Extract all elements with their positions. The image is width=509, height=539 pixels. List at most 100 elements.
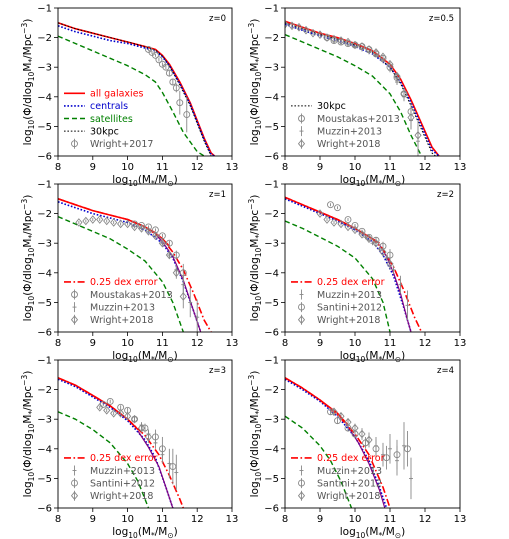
data-point: [89, 215, 97, 224]
series-line: [285, 378, 388, 508]
data-point: [388, 446, 392, 451]
data-point: [393, 451, 401, 459]
x-tick-label: 12: [191, 338, 204, 349]
data-point: [365, 45, 373, 54]
x-tick-label: 12: [419, 514, 432, 525]
data-point: [103, 406, 111, 415]
ylabel-part: /Mpc: [22, 210, 34, 235]
ylabel-part: ): [22, 371, 34, 375]
legend-label: Wright+2017: [90, 139, 153, 150]
data-point: [334, 204, 341, 212]
xlabel-part: log: [112, 526, 128, 538]
data-point: [172, 268, 180, 278]
x-tick-label: 10: [121, 162, 134, 173]
legend-marker: [297, 491, 306, 501]
y-tick-label: −5: [264, 474, 279, 485]
legend-marker: [298, 303, 305, 311]
data-point: [167, 461, 172, 466]
ylabel-part: ): [22, 195, 34, 199]
data-point: [165, 239, 173, 247]
x-tick-label: 13: [454, 338, 467, 349]
x-tick-label: 12: [191, 162, 204, 173]
y-tick-label: −6: [264, 328, 279, 339]
legend-label: 30kpc: [317, 101, 346, 112]
data-point: [103, 216, 111, 226]
y-tick-label: −3: [37, 63, 52, 74]
ylabel-part: 10: [27, 296, 36, 306]
y-tick-label: −2: [264, 33, 279, 44]
x-tick-label: 9: [317, 338, 323, 349]
xlabel-part: ⊙: [167, 355, 173, 364]
data-point: [365, 435, 373, 445]
ylabel-part: *: [27, 235, 36, 239]
data-point: [117, 219, 125, 229]
ylabel-part: /Mpc: [22, 386, 34, 411]
data-point: [144, 432, 153, 442]
xlabel-part: *: [151, 531, 155, 539]
xlabel-part: *: [378, 355, 382, 364]
legend-label: centrals: [90, 101, 128, 112]
series-line: [58, 215, 184, 332]
data-point: [176, 99, 184, 107]
y-tick-label: −2: [264, 209, 279, 220]
data-point: [96, 403, 104, 412]
data-point: [372, 48, 380, 57]
ylabel-part: /Mpc: [249, 386, 261, 411]
x-tick-label: 8: [282, 514, 288, 525]
legend-label: Moustakas+2013: [317, 114, 400, 125]
y-tick-label: −1: [37, 180, 52, 191]
data-point: [351, 423, 359, 433]
x-tick-label: 11: [156, 338, 169, 349]
data-point: [195, 315, 200, 320]
data-point: [344, 222, 352, 232]
ylabel-part: M: [249, 239, 261, 248]
data-point: [398, 282, 403, 287]
data-point: [351, 225, 359, 235]
data-point: [302, 25, 310, 35]
xlabel-part: 10: [128, 179, 138, 188]
ylabel-part: 10: [27, 472, 36, 482]
axes-frame: [284, 183, 461, 333]
x-tick-label: 9: [317, 162, 323, 173]
panel-0: 8 9 10 11 12 13−6−5−4−3−2−1z=0log10(M*/M⊙)log…: [20, 4, 238, 189]
xlabel-part: log: [112, 174, 128, 186]
xlabel-part: 10: [128, 355, 138, 364]
series-line: [285, 198, 412, 332]
series-wright-2018: [96, 403, 153, 443]
data-point: [372, 445, 380, 453]
x-tick-label: 8: [282, 162, 288, 173]
data-point: [130, 414, 139, 424]
xlabel-part: ): [401, 526, 405, 538]
data-point: [381, 452, 385, 457]
y-tick-label: −2: [37, 385, 52, 396]
ylabel-part: *: [254, 59, 263, 63]
data-point: [130, 222, 139, 232]
ylabel-part: log: [249, 129, 261, 145]
data-point: [117, 408, 125, 418]
series-line: [285, 415, 353, 508]
data-point: [344, 40, 352, 47]
data-point: [407, 113, 415, 122]
panel-3: 8 9 10 11 12 13−6−5−4−3−2−1z=2log10(M*/M⊙)log…: [247, 180, 466, 365]
legend-label: Wright+2018: [317, 315, 380, 326]
data-point: [337, 36, 345, 45]
y-tick-label: −3: [264, 415, 279, 426]
xlabel-part: *: [151, 355, 155, 364]
y-tick-label: −4: [264, 444, 279, 455]
series-line: [58, 411, 150, 508]
legend-marker: [70, 315, 79, 325]
xlabel-part: ⊙: [395, 531, 401, 539]
legend-label: Muzzin+2013: [317, 290, 382, 301]
xlabel-part: log: [340, 350, 356, 362]
y-tick-label: −1: [264, 180, 279, 191]
ylabel-part: ): [249, 371, 261, 375]
data-point: [323, 215, 331, 224]
data-point: [124, 411, 132, 421]
plot-area: [285, 196, 423, 332]
x-tick-label: 8: [55, 338, 61, 349]
y-tick-label: −3: [37, 239, 52, 250]
y-tick-label: −4: [37, 444, 52, 455]
redshift-label: z=2: [437, 190, 454, 200]
x-tick-label: 9: [317, 514, 323, 525]
legend-label: Muzzin+2013: [90, 466, 155, 477]
